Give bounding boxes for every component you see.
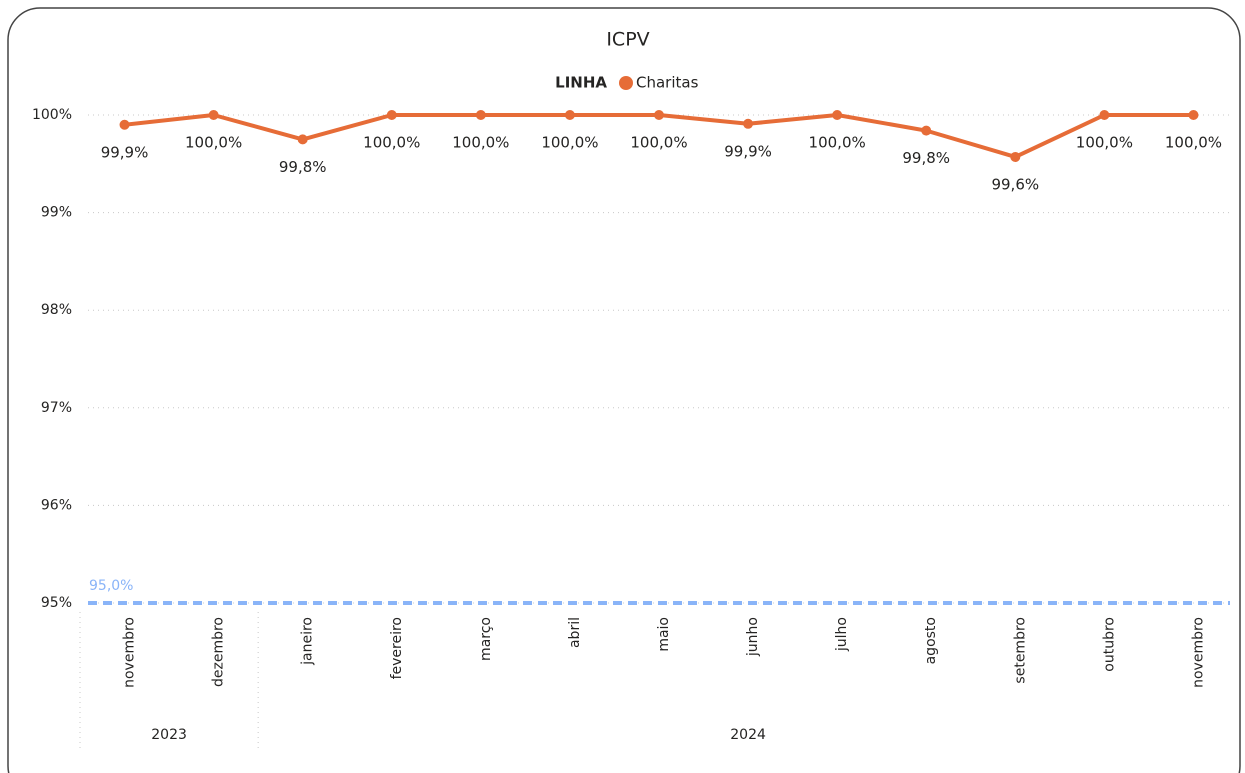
- data-label: 100,0%: [1165, 134, 1222, 152]
- data-label: 100,0%: [363, 134, 420, 152]
- point: [475, 110, 486, 120]
- x-tick-label: maio: [656, 617, 672, 652]
- legend-title: LINHA: [555, 74, 607, 92]
- point: [119, 119, 130, 130]
- y-tick-label: 96%: [41, 497, 72, 513]
- data-label: 99,8%: [279, 158, 327, 176]
- y-tick-label: 98%: [41, 302, 72, 318]
- point: [1099, 110, 1110, 120]
- x-group-label: 2023: [151, 727, 187, 743]
- x-tick-label: março: [478, 617, 494, 661]
- data-label: 99,9%: [101, 143, 149, 161]
- legend-label: Charitas: [636, 74, 699, 92]
- point: [832, 110, 843, 120]
- legend-marker: [619, 76, 633, 90]
- x-tick-label: novembro: [122, 617, 138, 688]
- x-tick-label: agosto: [923, 617, 939, 664]
- point: [564, 110, 575, 120]
- chart-title: ICPV: [606, 29, 649, 51]
- data-label: 100,0%: [809, 134, 866, 152]
- point: [386, 110, 397, 120]
- x-tick-label: dezembro: [211, 617, 227, 687]
- y-tick-label: 95%: [41, 595, 72, 611]
- point: [297, 134, 308, 145]
- point: [743, 118, 754, 129]
- y-tick-label: 97%: [41, 400, 72, 416]
- x-tick-label: janeiro: [300, 617, 316, 666]
- x-tick-label: julho: [834, 617, 850, 652]
- x-tick-label: abril: [567, 617, 583, 648]
- x-group-label: 2024: [730, 727, 766, 743]
- x-tick-label: outubro: [1101, 617, 1117, 672]
- point: [1010, 151, 1021, 162]
- frame: [7, 7, 1241, 773]
- data-label: 100,0%: [1076, 134, 1133, 152]
- data-label: 99,9%: [724, 142, 772, 160]
- data-label: 100,0%: [630, 134, 687, 152]
- x-tick-label: setembro: [1012, 617, 1028, 684]
- data-label: 100,0%: [541, 134, 598, 152]
- y-tick-label: 100%: [32, 107, 72, 123]
- data-label: 99,8%: [902, 149, 950, 167]
- reference-label: 95,0%: [89, 578, 133, 594]
- data-label: 100,0%: [185, 134, 242, 152]
- data-label: 99,6%: [991, 175, 1039, 193]
- data-label: 100,0%: [452, 134, 509, 152]
- x-tick-label: fevereiro: [389, 617, 405, 679]
- point: [1188, 110, 1199, 120]
- x-tick-label: junho: [745, 617, 761, 657]
- point: [921, 125, 932, 136]
- point: [208, 110, 219, 120]
- y-tick-label: 99%: [41, 205, 72, 221]
- x-tick-label: novembro: [1190, 617, 1206, 688]
- point: [654, 110, 664, 120]
